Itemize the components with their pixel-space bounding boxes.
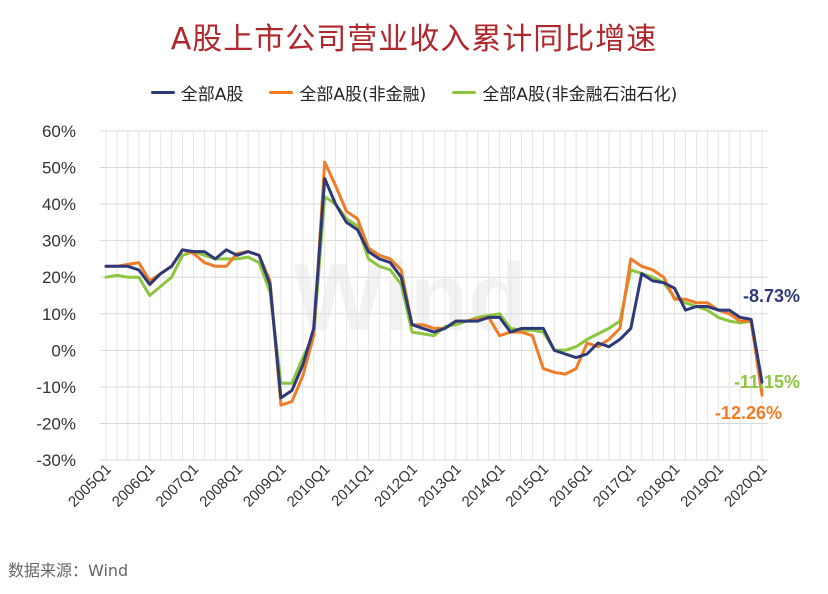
legend-swatch-non-financial-petro [452,91,477,94]
data-label: -8.73% [743,286,800,306]
x-tick-label: 2018Q1 [634,461,684,511]
y-tick-label: 0% [51,341,76,360]
data-label: -11.15% [734,372,800,392]
data-source-note: 数据来源：Wind [8,561,129,580]
watermark: Wind [293,244,527,351]
y-tick-label: 40% [42,195,76,214]
legend-label-non-financial: 全部A股(非金融) [299,85,427,105]
legend-item-non-financial: 全部A股(非金融) [269,80,426,105]
y-tick-label: 10% [42,305,76,324]
x-tick-label: 2019Q1 [677,461,727,511]
y-tick-label: -20% [36,414,76,433]
series-line [104,177,764,400]
y-tick-label: -10% [36,378,76,397]
y-tick-label: 60% [42,122,76,141]
legend: 全部A股 全部A股(非金融) 全部A股(非金融石油石化) [0,80,828,105]
x-tick-label: 2009Q1 [240,461,290,511]
x-tick-label: 2012Q1 [371,461,421,511]
x-tick-label: 2006Q1 [109,461,159,511]
y-tick-label: -30% [36,451,76,470]
legend-item-all-a: 全部A股 [150,80,244,105]
x-tick-label: 2016Q1 [546,461,596,511]
legend-label-non-financial-petro: 全部A股(非金融石油石化) [482,85,678,105]
y-tick-label: 20% [42,268,76,287]
x-tick-label: 2014Q1 [459,461,509,511]
y-tick-label: 30% [42,232,76,251]
chart-title: A股上市公司营业收入累计同比增速 [170,22,658,57]
data-label: -12.26% [715,403,782,423]
x-tick-label: 2020Q1 [721,461,771,511]
y-tick-label: 50% [42,159,76,178]
x-tick-label: 2013Q1 [415,461,465,511]
x-tick-label: 2007Q1 [153,461,203,511]
x-tick-label: 2008Q1 [196,461,246,511]
legend-swatch-non-financial [269,91,294,94]
x-tick-label: 2017Q1 [590,461,640,511]
legend-item-non-financial-petro: 全部A股(非金融石油石化) [452,80,677,105]
series-line [104,160,764,407]
legend-label-all-a: 全部A股 [180,85,244,105]
x-tick-label: 2011Q1 [328,461,377,510]
legend-swatch-all-a [150,91,175,94]
x-tick-label: 2015Q1 [502,461,552,511]
x-tick-label: 2010Q1 [284,461,334,511]
